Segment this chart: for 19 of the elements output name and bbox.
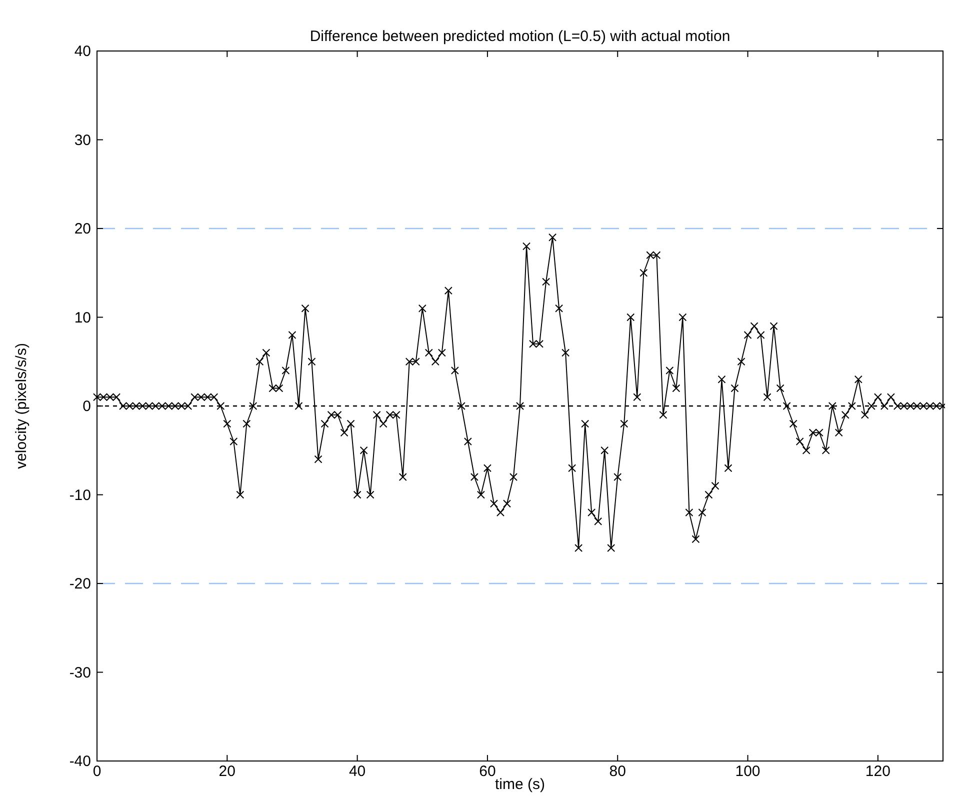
y-tick-label: 0	[82, 398, 91, 415]
x-tick-label: 120	[865, 763, 890, 780]
y-tick-label: -30	[69, 664, 91, 682]
x-tick-label: 60	[479, 763, 496, 780]
y-tick-label: 30	[74, 132, 91, 149]
y-tick-label: 40	[74, 43, 91, 60]
y-axis-title: velocity (pixels/s/s)	[13, 343, 30, 469]
x-tick-label: 20	[218, 763, 236, 780]
y-tick-label: 10	[74, 309, 91, 326]
y-tick-label: -20	[69, 576, 91, 592]
x-tick-label: 100	[735, 763, 760, 780]
x-tick-label: 0	[92, 763, 102, 780]
chart-title: Difference between predicted motion (L=0.5) with actual motion	[310, 28, 730, 45]
x-axis-title: time (s)	[495, 776, 545, 793]
x-tick-label: 40	[348, 763, 366, 780]
y-tick-label: 20	[74, 220, 91, 238]
y-tick-label: -10	[69, 486, 91, 504]
x-tick-label: 80	[609, 763, 626, 780]
y-tick-label: -40	[69, 753, 91, 770]
